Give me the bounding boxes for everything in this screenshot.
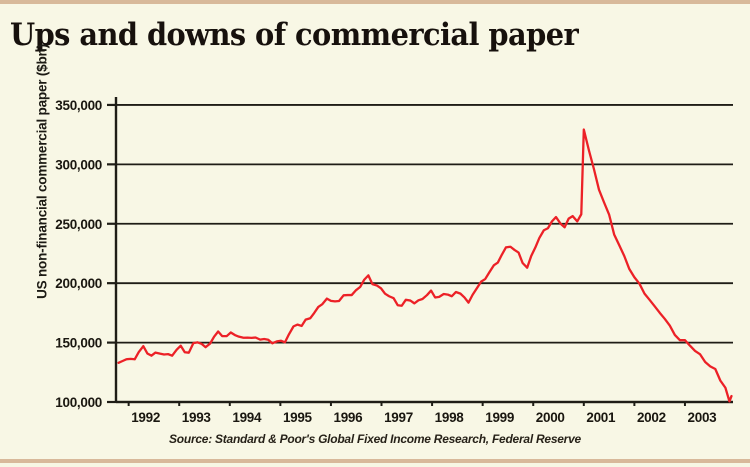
svg-text:2003: 2003 [688,410,718,425]
svg-text:2002: 2002 [637,410,666,425]
svg-text:1992: 1992 [131,410,160,425]
svg-text:1996: 1996 [334,410,364,425]
svg-text:1997: 1997 [384,410,413,425]
x-axis-tick-labels: 1992 1993 1994 1995 1996 1997 1998 1999 2000 2001… [131,410,717,425]
x-axis-ticks [116,400,733,406]
y-axis-tick-labels: 100,000 150,000 200,000 250,000 300,000 350,0… [55,98,102,410]
plot-area: 100,000 150,000 200,000 250,000 300,000 350,0… [55,97,733,425]
svg-text:250,000: 250,000 [55,217,102,232]
svg-text:100,000: 100,000 [55,395,102,410]
svg-text:300,000: 300,000 [55,157,102,172]
svg-text:1994: 1994 [232,410,262,425]
svg-text:150,000: 150,000 [55,336,102,351]
data-series-line [117,128,733,403]
svg-text:200,000: 200,000 [55,276,102,291]
page-title: Ups and downs of commercial paper [10,17,579,53]
svg-text:1999: 1999 [485,410,514,425]
y-axis-ticks [107,103,116,404]
source-caption: Source: Standard & Poor's Global Fixed I… [169,432,581,446]
svg-text:1995: 1995 [283,410,313,425]
svg-text:350,000: 350,000 [55,98,102,113]
svg-text:1993: 1993 [182,410,212,425]
svg-text:2001: 2001 [586,410,616,425]
svg-text:2000: 2000 [536,410,565,425]
gridlines [116,104,733,404]
svg-text:1998: 1998 [435,410,465,425]
